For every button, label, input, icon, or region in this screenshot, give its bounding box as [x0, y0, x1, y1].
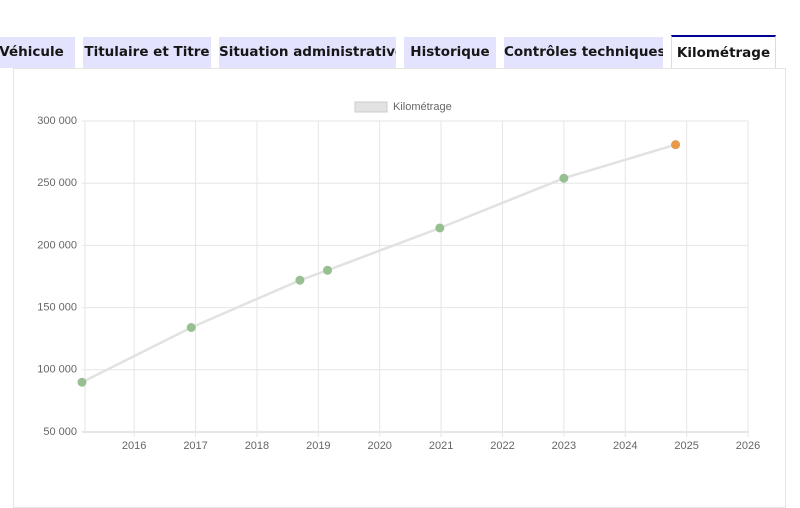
legend-label: Kilométrage [393, 101, 452, 113]
tab-bar: Véhicule Titulaire et Titre Situation admi… [0, 35, 800, 69]
legend-swatch [354, 101, 388, 113]
x-tick-label: 2021 [429, 440, 453, 452]
point [186, 323, 196, 333]
tab[interactable]: Véhicule [0, 37, 75, 68]
tab[interactable]: Kilométrage [671, 35, 776, 68]
x-tick-label: 2018 [245, 440, 269, 452]
point [435, 223, 445, 233]
tab[interactable]: Titulaire et Titre [83, 37, 211, 68]
tab[interactable]: Situation administrative [219, 37, 396, 68]
x-tick-label: 2016 [122, 440, 146, 452]
tab[interactable]: Contrôles techniques [504, 37, 663, 68]
x-tick-label: 2017 [183, 440, 207, 452]
y-tick-label: 200 000 [37, 239, 77, 251]
y-tick-label: 50 000 [43, 426, 77, 438]
x-tick-label: 2023 [552, 440, 576, 452]
line [81, 143, 676, 384]
y-tick-label: 300 000 [37, 115, 77, 127]
x-tick-label: 2019 [306, 440, 330, 452]
y-tick-label: 250 000 [37, 177, 77, 189]
point [295, 275, 305, 285]
x-tick-label: 2026 [736, 440, 760, 452]
x-tick-label: 2020 [367, 440, 391, 452]
x-tick-label: 2025 [674, 440, 698, 452]
x-tick-label: 2022 [490, 440, 514, 452]
point [77, 377, 87, 387]
tab[interactable]: Historique [404, 37, 496, 68]
point [671, 140, 681, 150]
x-tick-label: 2024 [613, 440, 637, 452]
point [559, 173, 569, 183]
point [323, 265, 333, 275]
y-tick-label: 100 000 [37, 364, 77, 376]
y-tick-label: 150 000 [37, 302, 77, 314]
